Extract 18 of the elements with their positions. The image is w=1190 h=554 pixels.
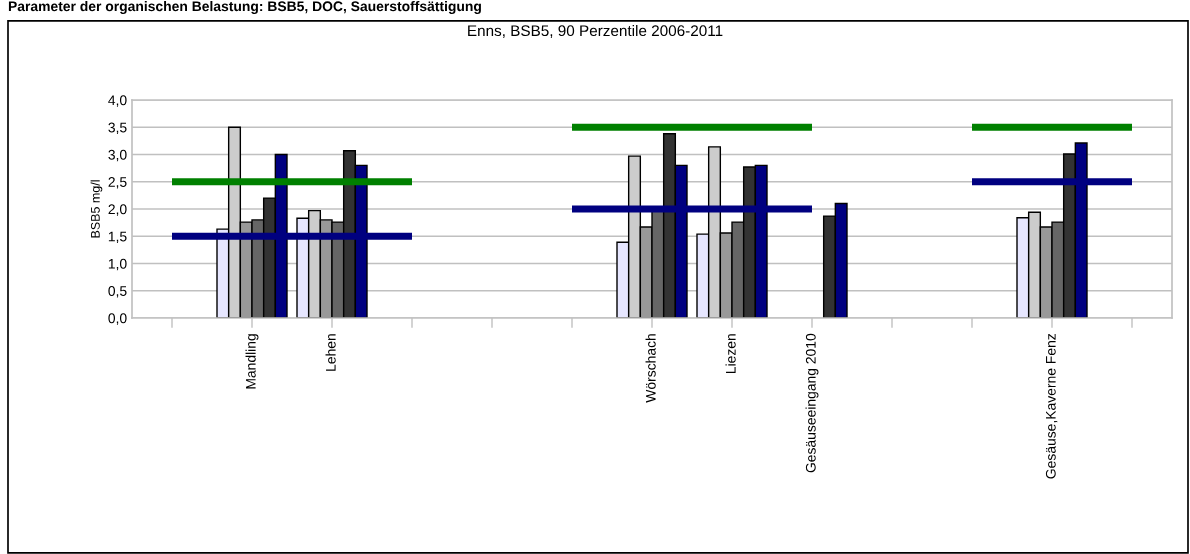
y-axis-title: BSB5 mg/l xyxy=(90,180,103,238)
chart-title: Enns, BSB5, 90 Perzentile 2006-2011 xyxy=(468,24,723,38)
x-tick-label: Lehen xyxy=(325,334,336,371)
y-tick-label: 1,5 xyxy=(108,231,127,244)
y-tick-label: 0,5 xyxy=(108,286,127,298)
y-tick-label: 0,0 xyxy=(108,313,127,325)
y-tick-label: 2,0 xyxy=(108,204,127,216)
x-tick-label: Gesäuse,Kaverne Fenz xyxy=(1045,333,1058,479)
y-tick-label: 4,0 xyxy=(108,95,127,107)
x-tick-label: Liezen xyxy=(725,334,736,374)
text: Parameter der organischen Belastung: BSB5, DOC, Sauerstoffsättigung xyxy=(8,1,481,15)
y-tick-label: 2,5 xyxy=(108,177,127,189)
x-tick-label: Gesäuseeingang 2010 xyxy=(805,333,819,473)
x-tick-label: Wörschach xyxy=(645,334,656,403)
x-tick-label: Mandling xyxy=(245,334,259,389)
y-tick-label: 3,0 xyxy=(108,149,127,162)
y-tick-label: 3,5 xyxy=(108,122,127,135)
y-tick-label: 1,0 xyxy=(108,258,127,271)
